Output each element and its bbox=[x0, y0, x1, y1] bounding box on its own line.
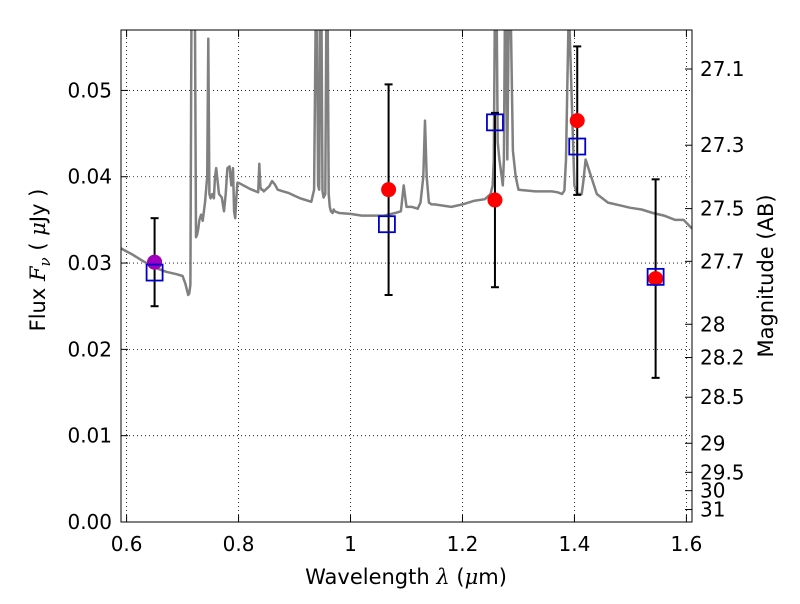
y2-tick-label: 28.2 bbox=[700, 346, 745, 370]
y2-tick-label: 27.7 bbox=[700, 249, 745, 273]
x-axis-label: Wavelength λ (μm) bbox=[305, 565, 507, 589]
model-square bbox=[145, 263, 164, 282]
y-axis-label-close: ) bbox=[26, 189, 50, 197]
x-tick-label: 0.8 bbox=[223, 532, 255, 556]
x-tick-label: 0.6 bbox=[111, 532, 143, 556]
y-tick-label: 0.03 bbox=[67, 251, 112, 275]
y-axis-label-prefix: Flux bbox=[26, 288, 50, 332]
y-axis-label-mu: μ bbox=[26, 222, 50, 236]
x-axis-label-mu: μ bbox=[465, 565, 479, 589]
y-axis-label-unit: Jy bbox=[26, 203, 50, 224]
x-tick-label: 1.4 bbox=[559, 532, 591, 556]
observed-point-highlight bbox=[147, 254, 163, 270]
y2-tick-label: 29.5 bbox=[700, 460, 745, 484]
x-axis-label-prefix: Wavelength bbox=[305, 565, 430, 589]
observed-point bbox=[569, 113, 585, 129]
y-tick-label: 0.05 bbox=[67, 78, 112, 102]
y-tick-label: 0.01 bbox=[67, 424, 112, 448]
y-axis-label-nu: ν bbox=[36, 257, 54, 266]
plot-frame bbox=[120, 29, 693, 523]
y2-axis-label: Magnitude (AB) bbox=[754, 194, 778, 357]
x-axis-label-open: ( bbox=[456, 565, 464, 589]
marks bbox=[145, 45, 665, 379]
y-tick-label: 0.04 bbox=[67, 165, 112, 189]
model-square bbox=[486, 113, 504, 132]
template-spectrum-line bbox=[121, 30, 692, 297]
y2-tick-label: 30 bbox=[700, 479, 725, 503]
x-tick-label: 1 bbox=[344, 532, 357, 556]
y2-tick-label: 31 bbox=[700, 498, 725, 522]
y2-tick-label: 27.5 bbox=[700, 197, 745, 221]
y-axis-label-F: F bbox=[26, 265, 50, 282]
x-tick-label: 1.6 bbox=[670, 532, 702, 556]
y2-tick-label: 28.5 bbox=[700, 385, 745, 409]
ticks: 0.6 0.8 1 1.2 1.4 1.6 0.00 0.01 0.02 0.03 0.04 0.05… bbox=[67, 30, 745, 556]
y-tick-label: 0.00 bbox=[67, 510, 112, 534]
y2-tick-label: 28 bbox=[700, 312, 725, 336]
y2-tick-label: 27.1 bbox=[700, 57, 745, 81]
y-tick-label: 0.02 bbox=[67, 337, 112, 361]
x-axis-label-unit: m) bbox=[478, 565, 507, 589]
y-axis-label-open: ( bbox=[26, 242, 50, 250]
observed-point bbox=[381, 182, 397, 198]
y2-tick-label: 27.3 bbox=[700, 133, 745, 157]
model-square bbox=[646, 267, 665, 286]
x-tick-label: 1.2 bbox=[447, 532, 479, 556]
model-square bbox=[568, 137, 587, 156]
y-axis-label: Flux Fν ( μJy ) bbox=[26, 189, 54, 332]
x-axis-label-lambda: λ bbox=[435, 565, 449, 589]
model-square bbox=[378, 215, 396, 234]
y2-tick-label: 29 bbox=[700, 431, 725, 455]
observed-point bbox=[487, 192, 503, 208]
observed-point bbox=[648, 271, 664, 287]
